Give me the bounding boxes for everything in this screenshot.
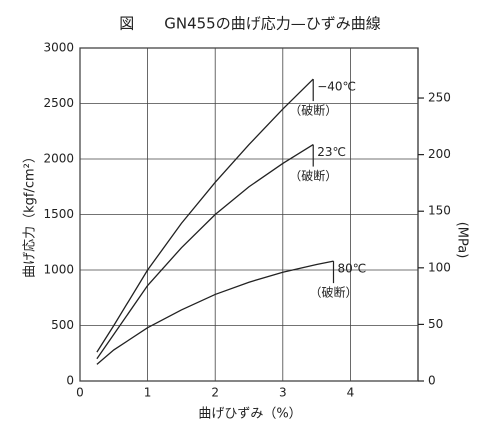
y2-tick-label: 100 (428, 260, 451, 274)
y-axis-label: 曲げ応力（kgf/cm²） (23, 150, 38, 278)
series-label: 80℃ (338, 262, 367, 276)
chart-title: 図 GN455の曲げ応力—ひずみ曲線 (119, 15, 380, 33)
y-tick-label: 2500 (43, 96, 74, 110)
curve (96, 78, 314, 353)
curve (96, 144, 314, 360)
break-note: （破断） (309, 285, 357, 300)
y2-tick-label: 200 (428, 147, 451, 161)
curve (96, 260, 334, 365)
x-tick-label: 2 (211, 386, 219, 400)
y-tick-label: 1500 (43, 207, 74, 221)
x-axis-label: 曲げひずみ（%） (198, 407, 301, 422)
y-tick-label: 2000 (43, 152, 74, 166)
y2-axis-label: (MPa) (455, 222, 470, 259)
y2-tick-label: 250 (428, 91, 451, 105)
y-tick-label: 500 (51, 318, 74, 332)
y-tick-label: 1000 (43, 263, 74, 277)
y-tick-label: 3000 (43, 41, 74, 55)
y2-tick-label: 50 (428, 317, 443, 331)
break-note: （破断） (289, 103, 337, 118)
x-tick-label: 1 (144, 386, 152, 400)
series-label: −40℃ (317, 80, 356, 94)
y-tick-label: 0 (66, 374, 74, 388)
y2-tick-label: 0 (428, 374, 436, 388)
x-tick-label: 3 (279, 386, 287, 400)
y2-tick-label: 150 (428, 204, 451, 218)
x-tick-label: 0 (76, 386, 84, 400)
x-tick-label: 4 (347, 386, 355, 400)
series-label: 23℃ (317, 145, 346, 159)
break-note: （破断） (289, 168, 337, 183)
